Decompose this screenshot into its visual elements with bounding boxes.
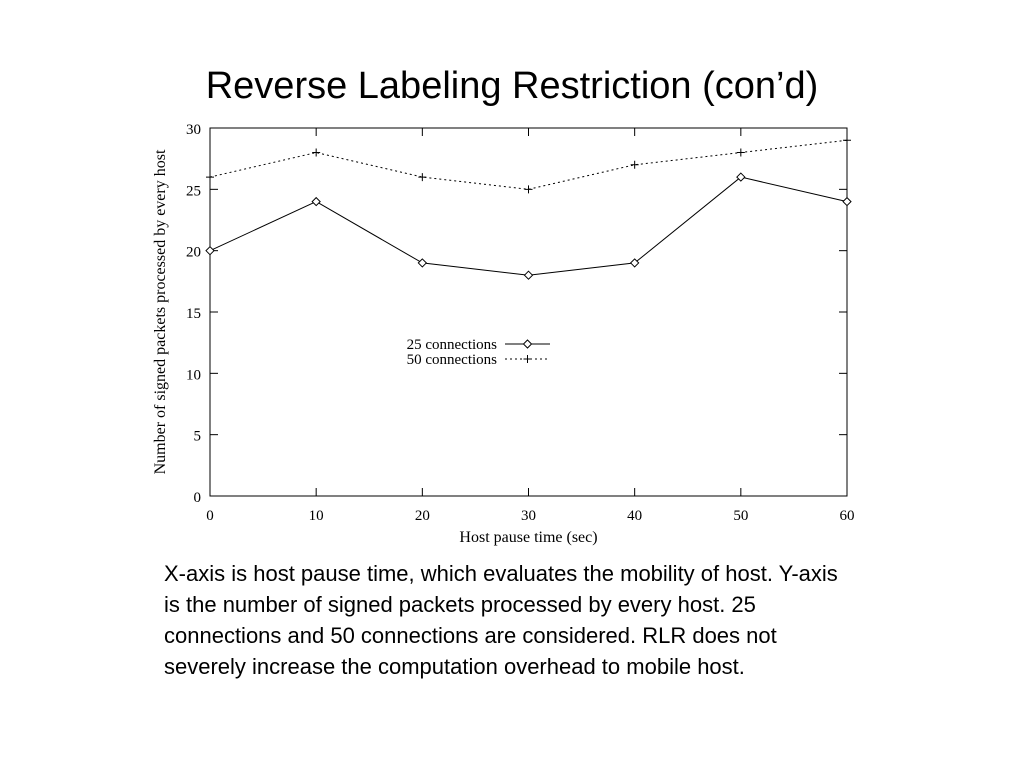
y-tick-label: 15 xyxy=(186,306,201,322)
data-point xyxy=(418,173,427,182)
x-axis-label: Host pause time (sec) xyxy=(459,529,597,546)
x-tick-label: 20 xyxy=(415,508,430,524)
data-point xyxy=(311,196,321,207)
x-tick-label: 60 xyxy=(840,508,855,524)
x-tick-label: 10 xyxy=(309,508,324,524)
data-point xyxy=(312,148,321,157)
series-group xyxy=(205,136,852,280)
data-point xyxy=(205,245,215,256)
legend-label: 25 connections xyxy=(407,337,498,353)
data-point xyxy=(206,173,214,182)
x-tick-label: 50 xyxy=(733,508,748,524)
slide-title: Reverse Labeling Restriction (con’d) xyxy=(205,65,819,107)
data-point xyxy=(417,258,428,268)
data-point xyxy=(629,258,640,268)
series-line-2 xyxy=(209,139,848,190)
x-tick-label: 30 xyxy=(521,508,536,524)
data-point xyxy=(524,185,533,194)
data-point xyxy=(842,196,852,207)
data-point xyxy=(736,172,746,182)
slide-caption: X-axis is host pause time, which evaluat… xyxy=(164,561,838,679)
y-tick-label: 30 xyxy=(186,122,201,138)
x-tick-label: 40 xyxy=(627,508,642,524)
y-axis-label: Number of signed packets processed by ev… xyxy=(152,149,169,474)
x-tick-label: 0 xyxy=(206,508,214,524)
legend-marker xyxy=(523,355,532,363)
y-tick-label: 25 xyxy=(186,183,201,199)
y-tick-label: 20 xyxy=(186,245,201,261)
axes: 0 5 10 15 20 25 30 0 10 20 30 40 50 60 xyxy=(186,122,855,524)
data-point xyxy=(523,270,534,280)
data-point xyxy=(843,136,851,145)
legend-marker xyxy=(522,339,533,349)
y-tick-label: 0 xyxy=(194,490,202,506)
line-chart: 0 5 10 15 20 25 30 0 10 20 30 40 50 60 25 connections… xyxy=(152,122,855,546)
plot-frame xyxy=(209,127,848,497)
data-point xyxy=(736,148,745,157)
legend-label: 50 connections xyxy=(407,352,498,368)
data-point xyxy=(630,160,639,169)
y-tick-label: 5 xyxy=(194,429,202,445)
y-tick-label: 10 xyxy=(186,367,201,383)
